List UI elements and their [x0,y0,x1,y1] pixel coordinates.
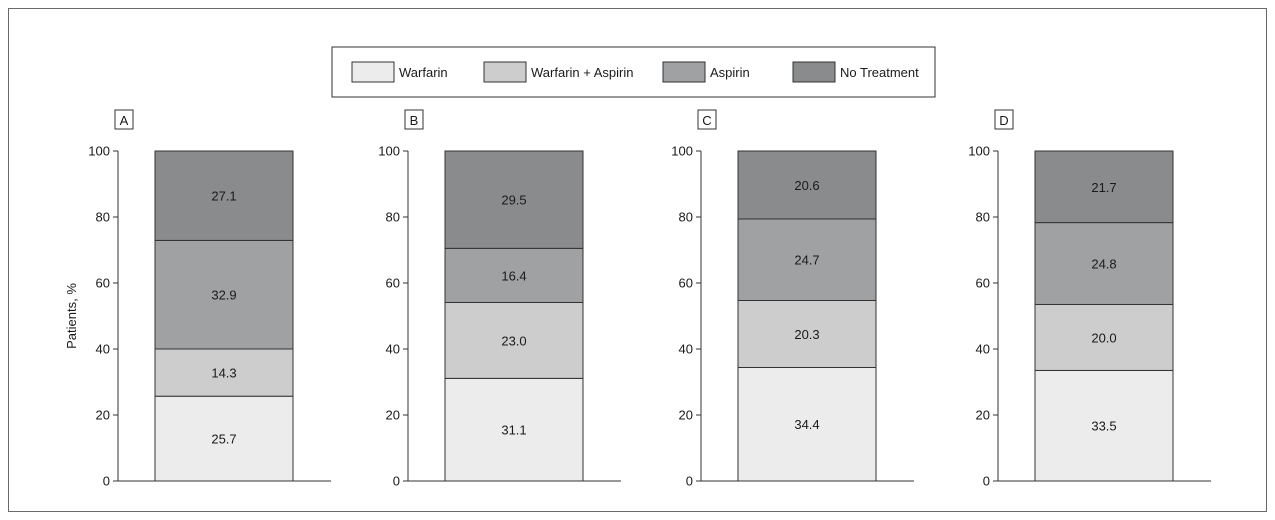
panel-a: A 0 20 40 60 80 100 25.7 14.3 32.9 27.1 [88,109,331,489]
panel-label-box [404,109,424,130]
y-tick-label: 40 [386,342,400,357]
bar-segment [737,150,877,220]
bar-segment [737,366,877,482]
data-label: 21.7 [1091,180,1116,195]
y-tick-label: 60 [96,276,110,291]
data-label: 27.1 [211,189,236,204]
data-label: 25.7 [211,432,236,447]
y-axis-title: Patients, % [64,283,79,349]
data-label: 31.1 [501,423,526,438]
panel-label-box [114,109,134,130]
y-tick-label: 20 [976,408,990,423]
panel-label: A [120,113,129,128]
data-label: 24.8 [1091,257,1116,272]
bar-segment [444,150,584,249]
y-tick-label: 0 [103,474,110,489]
data-label: 16.4 [501,268,526,283]
y-tick-label: 80 [96,210,110,225]
data-label: 20.0 [1091,330,1116,345]
y-tick-label: 100 [968,144,990,159]
y-tick-label: 80 [976,210,990,225]
panel-c: C 0 20 40 60 80 100 34.4 20.3 24.7 20.6 [671,109,914,489]
y-tick-label: 20 [96,408,110,423]
data-label: 32.9 [211,288,236,303]
y-tick-label: 60 [679,276,693,291]
legend-swatch [792,61,836,83]
y-tick-label: 20 [679,408,693,423]
data-label: 20.3 [794,327,819,342]
data-label: 24.7 [794,253,819,268]
data-label: 29.5 [501,193,526,208]
bar-segment [737,299,877,368]
y-tick-label: 20 [386,408,400,423]
legend-label: Warfarin + Aspirin [531,65,633,80]
legend-label: Aspirin [710,65,750,80]
y-tick-label: 40 [976,342,990,357]
y-tick-label: 0 [393,474,400,489]
panel-d: D 0 20 40 60 80 100 33.5 20.0 24.8 21.7 [968,109,1211,489]
legend-label: No Treatment [840,65,919,80]
bar-segment [1034,222,1174,305]
bar-segment [444,377,584,482]
bar-segment [1034,369,1174,482]
data-label: 23.0 [501,333,526,348]
chart-panels: A 0 20 40 60 80 100 25.7 14.3 32.9 27.1 B 0 20 40 60 80 1… [88,109,1211,489]
y-tick-label: 60 [976,276,990,291]
legend-swatch [351,61,395,83]
bar-segment [154,395,294,482]
panel-label-box [994,109,1014,130]
y-tick-label: 40 [679,342,693,357]
legend-label: Warfarin [399,65,448,80]
bar-segment [154,239,294,350]
data-label: 20.6 [794,178,819,193]
bar-segment [737,218,877,301]
bar-segment [1034,150,1174,224]
y-tick-label: 100 [378,144,400,159]
y-tick-label: 60 [386,276,400,291]
y-tick-label: 80 [679,210,693,225]
bar-segment [154,150,294,241]
y-tick-label: 100 [88,144,110,159]
y-tick-label: 0 [686,474,693,489]
panel-label-box [697,109,717,130]
y-tick-label: 100 [671,144,693,159]
bar-segment [444,247,584,303]
panel-label: C [702,113,711,128]
data-label: 34.4 [794,417,819,432]
y-tick-label: 80 [386,210,400,225]
panel-label: D [999,113,1008,128]
bar-segment [444,301,584,379]
figure-frame [8,8,1267,512]
bar-segment [154,348,294,397]
legend-swatch [662,61,706,83]
y-tick-label: 40 [96,342,110,357]
legend-swatch [483,61,527,83]
y-tick-label: 0 [983,474,990,489]
panel-label: B [410,113,419,128]
bar-segment [1034,303,1174,371]
data-label: 33.5 [1091,419,1116,434]
legend: Warfarin Warfarin + Aspirin Aspirin No Trea… [331,46,936,98]
data-label: 14.3 [211,366,236,381]
panel-b: B 0 20 40 60 80 100 31.1 23.0 16.4 29.5 [378,109,621,489]
